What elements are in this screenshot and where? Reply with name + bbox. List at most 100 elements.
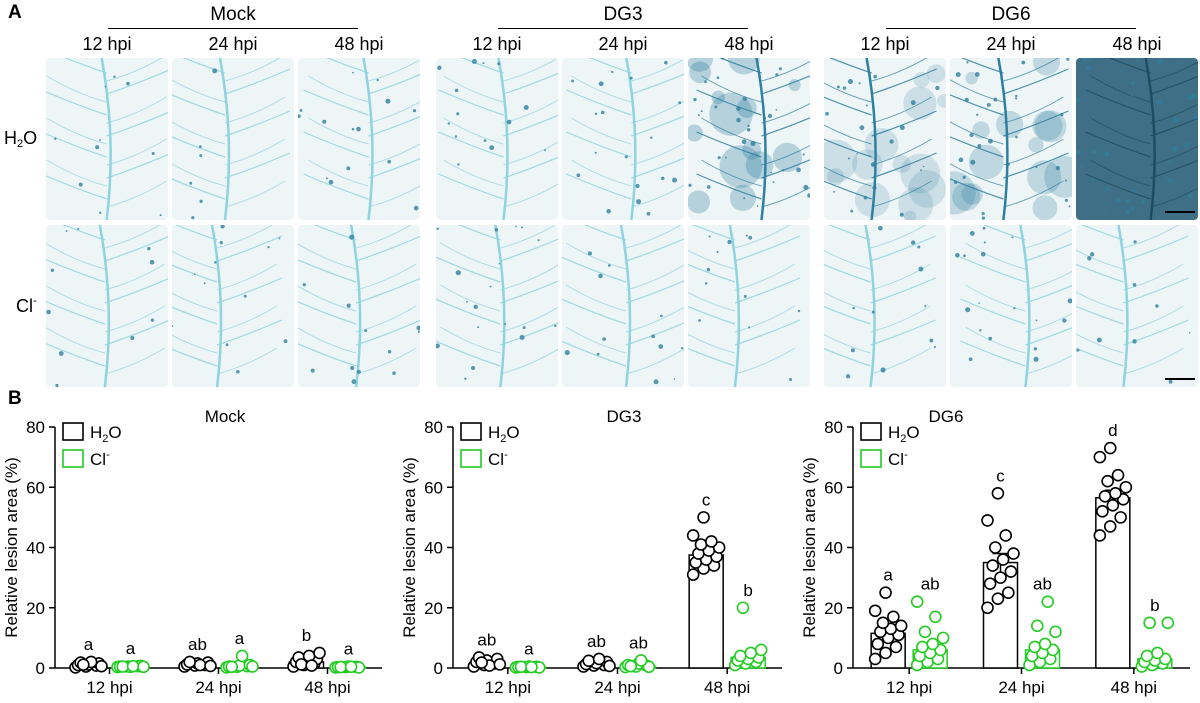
data-point — [77, 658, 90, 671]
data-point — [1041, 595, 1054, 609]
column-label: 48 hpi — [1112, 34, 1162, 54]
column-label: 24 hpi — [598, 34, 648, 54]
column-label: 12 hpi — [860, 34, 910, 54]
y-tick-label: 20 — [26, 599, 45, 618]
x-tick-label: 48 hpi — [704, 678, 750, 697]
data-point — [894, 619, 908, 633]
x-tick-label: 24 hpi — [998, 678, 1044, 697]
y-tick-label: 80 — [824, 418, 843, 437]
data-point — [525, 660, 538, 674]
legend-label: Cl- — [488, 449, 508, 469]
legend-swatch — [860, 422, 882, 441]
y-tick-label: 80 — [26, 418, 45, 437]
leaf-image — [950, 58, 1072, 220]
data-point — [1093, 529, 1107, 542]
data-point — [1096, 505, 1109, 518]
row-label: Cl- — [16, 295, 37, 316]
data-point — [305, 659, 319, 672]
data-point — [981, 601, 994, 615]
chart-title: Mock — [205, 407, 246, 426]
leaf-image — [172, 58, 294, 220]
leaf-image — [562, 58, 684, 220]
x-tick-label: 48 hpi — [1111, 678, 1157, 697]
legend-label: H2O — [888, 423, 920, 445]
data-point — [991, 592, 1005, 606]
x-tick-label: 12 hpi — [886, 678, 932, 697]
data-point — [1140, 649, 1154, 663]
data-point — [994, 571, 1007, 584]
data-point — [235, 649, 249, 663]
panel-a-letter: A — [8, 2, 22, 23]
significance-letter: ab — [921, 575, 940, 594]
x-tick-label: 24 hpi — [594, 678, 640, 697]
y-tick-label: 0 — [36, 659, 45, 678]
significance-letter: ab — [1033, 575, 1052, 594]
data-point — [694, 538, 708, 551]
column-label: 48 hpi — [724, 34, 774, 54]
leaf-image — [562, 225, 684, 387]
data-point — [116, 660, 129, 673]
data-point — [634, 654, 648, 667]
data-point — [705, 535, 718, 548]
y-tick-label: 20 — [824, 599, 843, 618]
significance-letter: a — [524, 639, 534, 658]
data-point — [879, 586, 892, 599]
x-tick-label: 48 hpi — [304, 678, 350, 697]
data-point — [1049, 625, 1062, 639]
data-point — [926, 637, 940, 651]
significance-letter: c — [702, 490, 711, 509]
significance-letter: b — [743, 581, 752, 600]
y-tick-label: 60 — [824, 478, 843, 497]
data-point — [246, 660, 259, 673]
panel-b-letter: B — [8, 388, 22, 409]
legend-label: H2O — [488, 423, 520, 445]
legend-label: H2O — [90, 423, 122, 445]
group-bracket-line — [108, 28, 358, 29]
data-point — [734, 649, 747, 663]
significance-letter: c — [996, 466, 1005, 485]
data-point — [334, 660, 348, 674]
legend-swatch — [62, 449, 84, 468]
legend-swatch — [460, 422, 482, 441]
legend-swatch — [860, 449, 882, 468]
data-point — [889, 640, 903, 654]
data-point — [225, 660, 238, 674]
y-tick-label: 40 — [424, 539, 443, 558]
data-point — [868, 604, 882, 618]
data-point — [514, 660, 528, 674]
group-title-dg6: DG6 — [991, 4, 1031, 25]
data-point — [1103, 441, 1117, 455]
group-title-dg3: DG3 — [603, 4, 643, 25]
data-point — [344, 660, 358, 674]
data-point — [686, 568, 700, 581]
x-tick-label: 12 hpi — [86, 678, 132, 697]
legend-swatch — [62, 422, 84, 441]
data-point — [1109, 486, 1122, 500]
data-point — [493, 658, 507, 671]
data-point — [95, 659, 108, 673]
significance-letter: a — [235, 629, 245, 648]
significance-letter: ab — [629, 633, 648, 652]
leaf-image — [46, 58, 168, 220]
data-point — [918, 625, 932, 639]
data-point — [1114, 511, 1127, 524]
leaf-image — [298, 58, 420, 220]
data-point — [582, 654, 596, 668]
data-point — [754, 643, 768, 657]
column-label: 12 hpi — [472, 34, 522, 54]
significance-letter: ab — [188, 635, 207, 654]
data-point — [137, 660, 150, 674]
y-tick-label: 60 — [424, 478, 443, 497]
scale-bar — [1165, 378, 1195, 380]
data-point — [996, 553, 1010, 566]
data-point — [1001, 586, 1015, 599]
data-point — [1111, 468, 1125, 482]
significance-letter: d — [1108, 421, 1117, 440]
column-label: 48 hpi — [334, 34, 384, 54]
column-label: 24 hpi — [208, 34, 258, 54]
legend-label: Cl- — [888, 449, 908, 469]
y-axis-label: Relative lesion area (%) — [400, 457, 419, 637]
data-point — [1101, 474, 1114, 488]
leaf-image — [298, 225, 420, 387]
leaf-image — [1076, 58, 1198, 220]
